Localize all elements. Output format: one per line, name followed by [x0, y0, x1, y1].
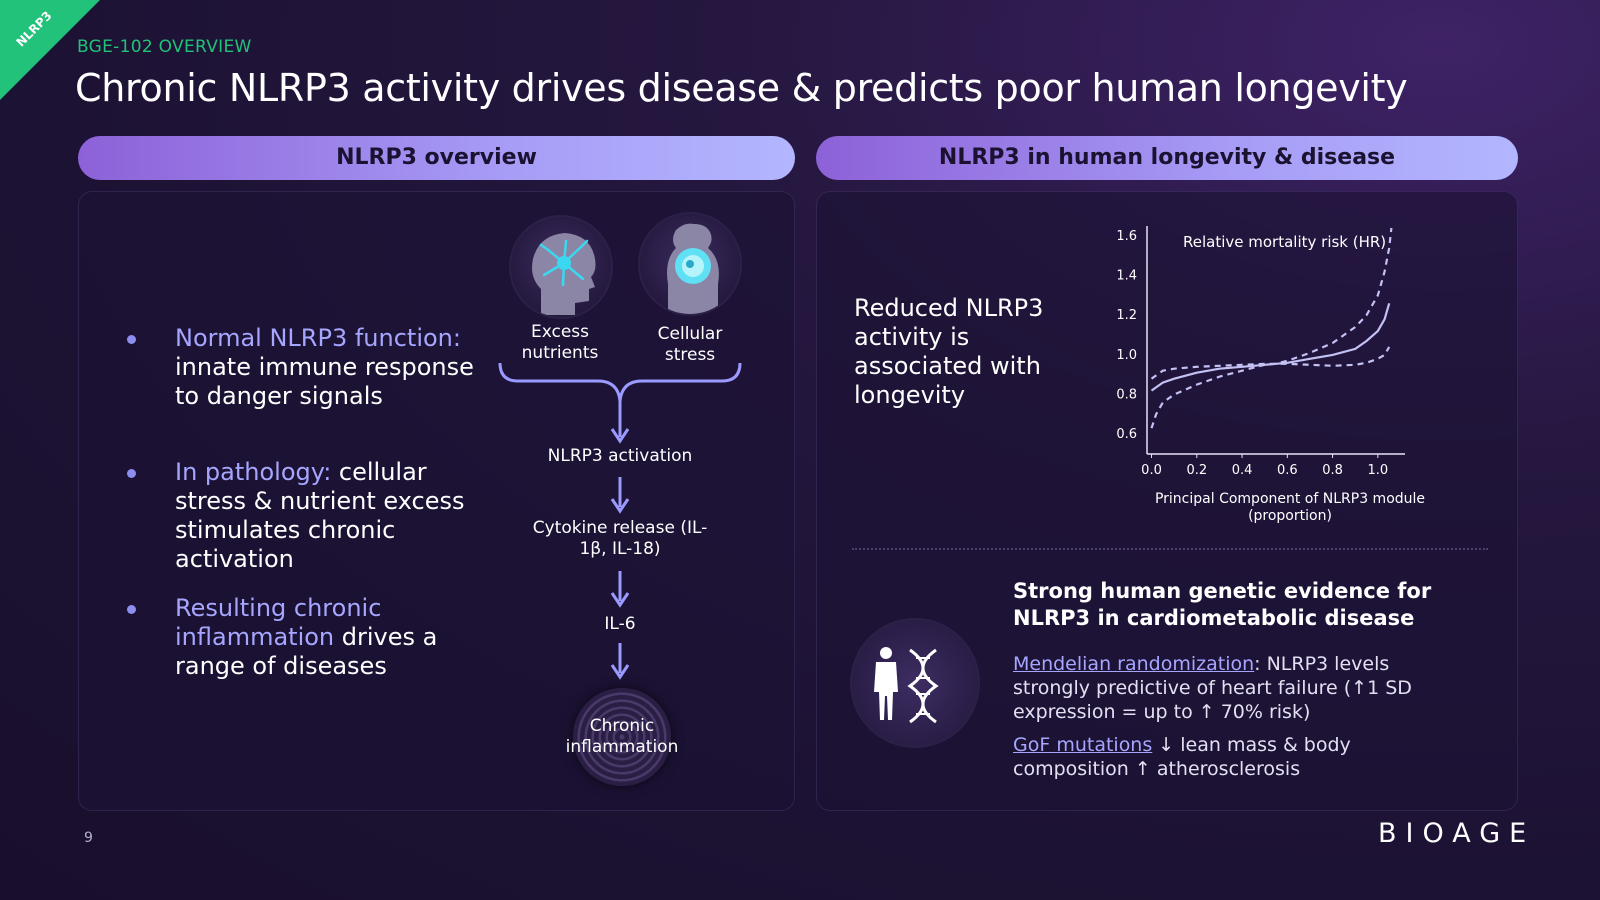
- x-tick-label: 0.4: [1232, 463, 1253, 478]
- gof-description: ↓ lean mass & body composition ↑ atheros…: [1013, 734, 1351, 780]
- mortality-risk-chart: 0.0 0.2 0.4 0.6 0.8 1.0 0.6 0.8 1.0 1.2 1.4 1.6 Rel…: [1116, 226, 1425, 524]
- series-line-2: [1150, 346, 1391, 380]
- step-nlrp3-activation: NLRP3 activation: [547, 446, 693, 466]
- right-panel-header: NLRP3 in human longevity & disease: [816, 136, 1518, 180]
- longevity-statement: Reduced NLRP3 activity is associated wit…: [854, 294, 1044, 409]
- step-cytokine-release: Cytokine release (IL-1β, IL-18): [532, 518, 708, 559]
- x-tick-label: 0.2: [1186, 463, 1207, 478]
- bullet-dot: [127, 469, 136, 478]
- bullet-highlight: In pathology:: [175, 458, 332, 486]
- x-tick-label: 0.6: [1277, 463, 1298, 478]
- series-line-1: [1150, 227, 1393, 429]
- chart-xlabel: Principal Component of NLRP3 module (prop…: [1155, 491, 1425, 524]
- bullet-text: cellular stress & nutrient excess stimul…: [175, 458, 465, 573]
- human-dna-icon: [850, 618, 980, 748]
- input-label-cellular-stress: Cellular stress: [657, 324, 723, 365]
- bullet-dot: [127, 335, 136, 344]
- left-panel-header: NLRP3 overview: [78, 136, 795, 180]
- brain-neuron-icon: [509, 215, 613, 319]
- chronic-inflammation-target-icon: [573, 688, 671, 786]
- outcome-chronic-inflammation: Chronic inflammation: [565, 716, 679, 757]
- mendelian-randomization-paragraph: Mendelian randomization: NLRP3 levels st…: [1013, 652, 1443, 724]
- chart-ticks: 0.0 0.2 0.4 0.6 0.8 1.0 0.6 0.8 1.0 1.2 1.4 1.6: [1116, 229, 1388, 478]
- y-tick-label: 0.6: [1116, 427, 1137, 442]
- y-tick-label: 0.8: [1116, 388, 1137, 403]
- x-tick-label: 0.8: [1322, 463, 1343, 478]
- section-kicker: BGE-102 OVERVIEW: [77, 37, 252, 57]
- series-line-0: [1150, 302, 1391, 392]
- chart-lines: [1150, 227, 1393, 429]
- slide-title: Chronic NLRP3 activity drives disease & …: [75, 66, 1408, 110]
- bullet-dot: [127, 605, 136, 614]
- y-tick-label: 1.0: [1116, 348, 1137, 363]
- person-dna-icon: [874, 647, 939, 724]
- chart-axes: [1146, 226, 1405, 455]
- mr-description: : NLRP3 levels strongly predictive of he…: [1013, 653, 1412, 723]
- y-tick-label: 1.4: [1116, 269, 1137, 284]
- chart-title: Relative mortality risk (HR): [1183, 233, 1386, 251]
- genetic-evidence-title: Strong human genetic evidence for NLRP3 …: [1013, 579, 1432, 630]
- mendelian-randomization-link[interactable]: Mendelian randomization: [1013, 653, 1255, 675]
- merge-bracket: [498, 362, 742, 402]
- y-tick-label: 1.6: [1116, 229, 1137, 244]
- stressed-cell-icon: [638, 212, 742, 316]
- bullet-text: innate immune response to danger signals: [175, 353, 474, 410]
- page-number: 9: [84, 830, 93, 846]
- bullet-chronic-inflammation: Resulting chronic inflammation drives a …: [127, 594, 475, 681]
- y-tick-label: 1.2: [1116, 308, 1137, 323]
- ribbon-triangle: [0, 0, 100, 100]
- bullet-highlight: Normal NLRP3 function:: [175, 324, 461, 352]
- bullet-pathology: In pathology: cellular stress & nutrient…: [127, 458, 475, 574]
- section-divider: [852, 548, 1488, 550]
- body-silhouette-icon: [667, 223, 719, 314]
- gof-mutations-link[interactable]: GoF mutations: [1013, 734, 1153, 756]
- x-tick-label: 1.0: [1367, 463, 1388, 478]
- bioage-logo: BIOAGE: [1378, 818, 1536, 849]
- bullet-highlight: Resulting chronic inflammation: [175, 594, 382, 651]
- head-silhouette-icon: [532, 233, 596, 315]
- x-tick-label: 0.0: [1141, 463, 1162, 478]
- flow-arrows: [498, 362, 742, 680]
- gof-mutations-paragraph: GoF mutations ↓ lean mass & body composi…: [1013, 733, 1443, 781]
- step-il6: IL-6: [604, 614, 636, 634]
- bullet-normal-function: Normal NLRP3 function: innate immune res…: [127, 324, 475, 411]
- bullet-text: drives a range of diseases: [175, 623, 438, 680]
- input-label-excess-nutrients: Excess nutrients: [521, 322, 599, 363]
- corner-ribbon: NLRP3: [0, 0, 100, 100]
